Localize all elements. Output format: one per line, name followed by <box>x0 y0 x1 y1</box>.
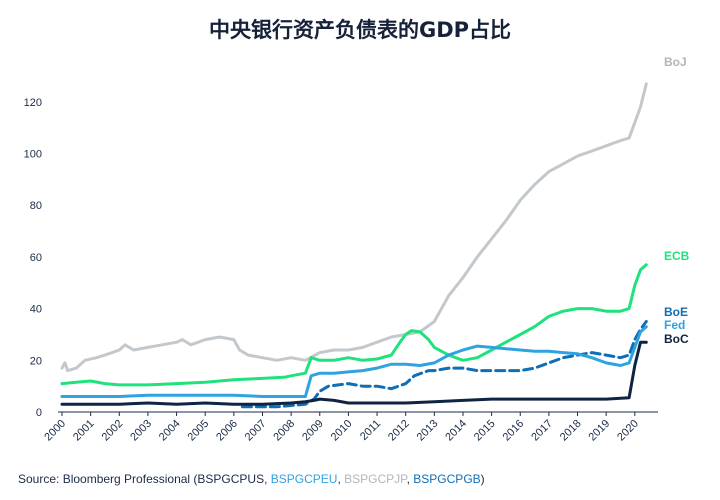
y-tick-label: 100 <box>24 149 42 161</box>
y-tick-label: 40 <box>30 304 42 316</box>
source-code-boe: BSPGCPGB <box>413 472 481 486</box>
x-tick-label: 2002 <box>100 418 126 444</box>
x-tick-label: 2014 <box>443 418 469 444</box>
y-tick-label: 80 <box>30 200 42 212</box>
source-code-boj: BSPGCPJP <box>344 472 407 486</box>
series-line-boj <box>60 82 648 373</box>
x-tick-label: 2018 <box>558 418 584 444</box>
source-code-fed: BSPGCPEU <box>270 472 338 486</box>
x-tick-label: 2013 <box>415 418 441 444</box>
series-line-boc <box>60 340 648 406</box>
y-tick-label: 60 <box>30 252 42 264</box>
source-separator: , <box>337 472 345 486</box>
series-line-ecb <box>60 263 648 387</box>
series-label-boc: BoC <box>664 332 689 346</box>
x-tick-label: 2016 <box>501 418 527 444</box>
x-tick-label: 2010 <box>329 418 355 444</box>
x-tick-label: 2019 <box>586 418 612 444</box>
source-separator: , <box>406 472 414 486</box>
source-suffix: ) <box>480 472 485 486</box>
x-tick-label: 2009 <box>300 418 326 444</box>
y-tick-label: 120 <box>24 97 42 109</box>
x-tick-label: 2000 <box>42 418 68 444</box>
series-label-fed: Fed <box>664 318 685 332</box>
x-tick-label: 2007 <box>243 418 269 444</box>
source-note: Source: Bloomberg Professional (BSPGCPUS… <box>18 472 485 486</box>
series-label-boj: BoJ <box>664 55 687 69</box>
x-tick-label: 2011 <box>358 418 383 443</box>
y-tick-label: 0 <box>36 407 42 419</box>
y-tick-label: 20 <box>30 355 42 367</box>
x-tick-label: 2015 <box>472 418 498 444</box>
x-tick-label: 2012 <box>386 418 412 444</box>
x-tick-label: 2020 <box>615 418 641 444</box>
source-prefix: Source: Bloomberg Professional (BSPGCPUS… <box>18 472 271 486</box>
x-tick-label: 2003 <box>128 418 154 444</box>
x-tick-label: 2001 <box>71 418 97 444</box>
series-label-boe: BoE <box>664 305 688 319</box>
series-line-fed <box>60 325 648 398</box>
series-line-boe <box>240 320 648 409</box>
x-tick-label: 2017 <box>529 418 555 444</box>
x-tick-label: 2005 <box>186 418 212 444</box>
x-tick-label: 2006 <box>214 418 240 444</box>
chart-title: 中央银行资产负债表的GDP占比 <box>208 18 512 42</box>
x-tick-label: 2004 <box>157 418 183 444</box>
series-label-ecb: ECB <box>664 249 690 263</box>
x-tick-label: 2008 <box>271 418 297 444</box>
